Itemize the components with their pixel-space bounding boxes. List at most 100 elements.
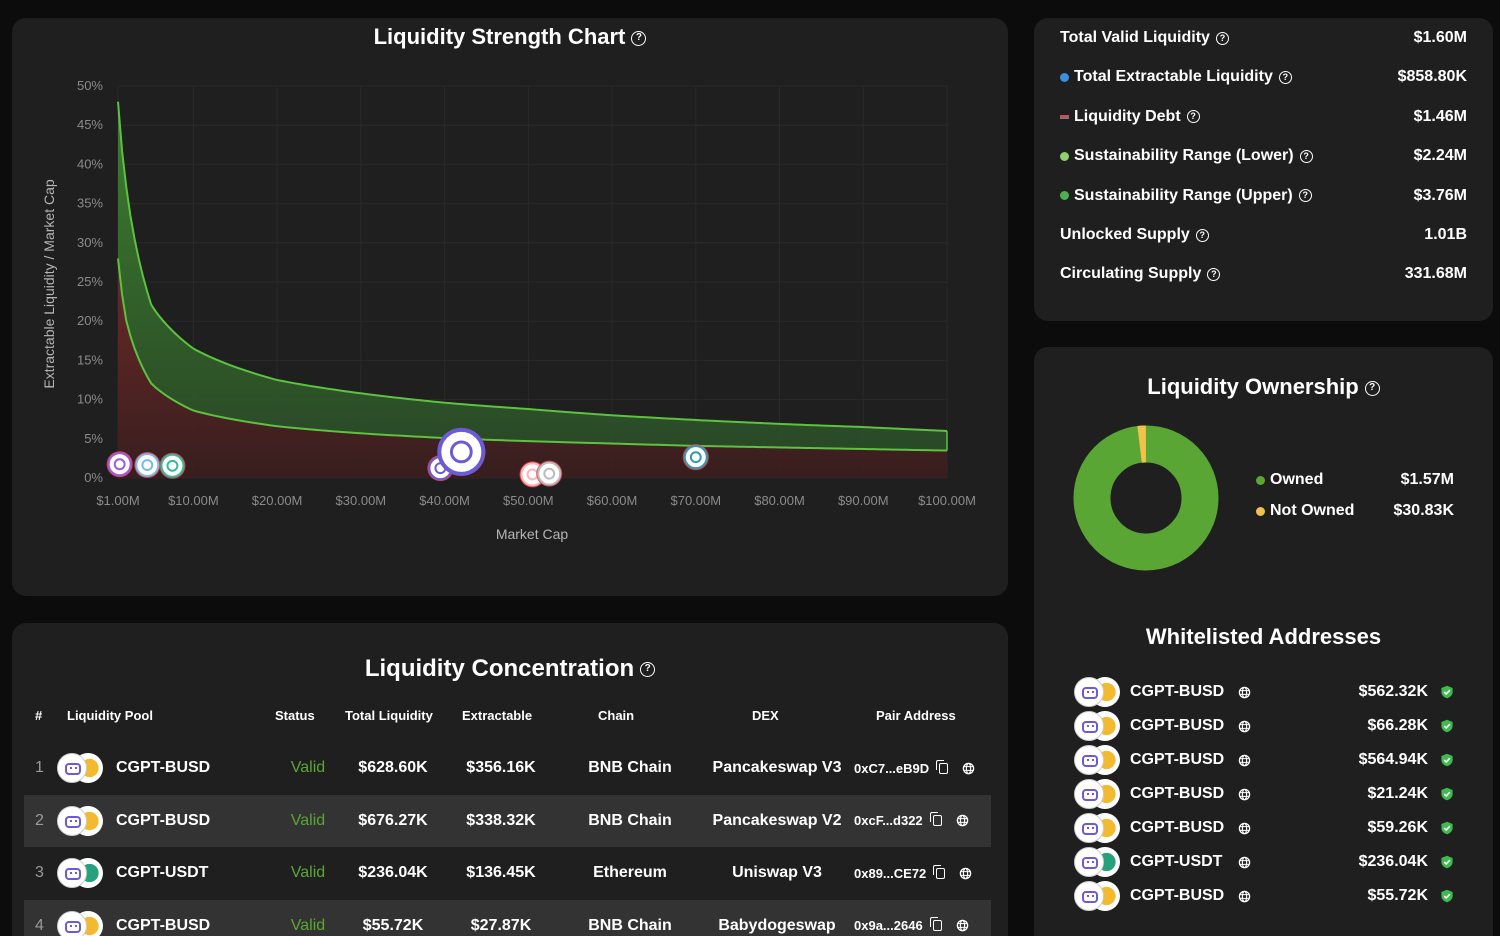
stat-row: Unlocked Supply? 1.01B [1060, 223, 1467, 247]
pool-cell[interactable]: CGPT-BUSD [57, 900, 210, 936]
help-circle-icon[interactable]: ? [1298, 189, 1312, 203]
pool-marker[interactable] [682, 444, 709, 471]
globe-icon[interactable] [1238, 890, 1251, 903]
stat-label-group: Liquidity Debt? [1060, 108, 1200, 126]
copy-icon[interactable] [936, 759, 949, 774]
stat-value: $858.80K [1397, 68, 1467, 86]
pool-marker[interactable] [437, 427, 486, 476]
globe-icon[interactable] [962, 762, 975, 775]
pool-cell[interactable]: CGPT-USDT [57, 847, 208, 899]
stat-label: Total Valid Liquidity [1060, 29, 1210, 46]
pool-cell[interactable]: CGPT-BUSD [57, 742, 210, 794]
copy-icon[interactable] [929, 812, 942, 826]
dex-name: Pancakeswap V3 [712, 759, 842, 776]
verified-check-icon [1441, 685, 1453, 699]
col-header-total[interactable]: Total Liquidity [345, 708, 433, 723]
stat-label: Liquidity Debt [1074, 107, 1181, 125]
token-pair-icon [1074, 846, 1122, 878]
globe-icon[interactable] [956, 814, 969, 827]
legend-dash-icon [1060, 114, 1069, 119]
token-pair-icon [57, 805, 105, 837]
token-pair-icon [1074, 812, 1122, 844]
col-header-status[interactable]: Status [275, 708, 315, 723]
pool-marker[interactable] [159, 452, 186, 479]
owned-slice[interactable] [1073, 425, 1219, 571]
chain-name: Ethereum [593, 864, 667, 881]
whitelist-item[interactable]: CGPT-BUSD $21.24K [1074, 778, 1454, 810]
row-number: 2 [35, 811, 44, 829]
globe-icon[interactable] [956, 919, 969, 932]
status-badge: Valid [290, 759, 326, 776]
y-tick-label: 50% [77, 78, 103, 93]
whitelist-item[interactable]: CGPT-USDT $236.04K [1074, 846, 1454, 878]
whitelist-item[interactable]: CGPT-BUSD $66.28K [1074, 710, 1454, 742]
copy-icon[interactable] [933, 864, 946, 879]
liquidity-stats-card: Total Valid Liquidity? $1.60M Total Extrac… [1034, 18, 1493, 321]
copy-icon[interactable] [929, 917, 942, 931]
stat-value: $1.60M [1413, 29, 1467, 46]
token-pair-icon [57, 910, 105, 936]
legend-value: $1.57M [1400, 471, 1454, 488]
whitelist-item[interactable]: CGPT-BUSD $564.94K [1074, 744, 1454, 776]
globe-icon[interactable] [1238, 788, 1251, 801]
token-pair-icon [57, 752, 105, 784]
status-badge: Valid [290, 916, 326, 934]
whitelist-item[interactable]: CGPT-BUSD $59.26K [1074, 812, 1454, 844]
help-circle-icon[interactable]: ? [1364, 380, 1380, 396]
chain-name: BNB Chain [588, 916, 672, 934]
help-circle-icon[interactable]: ? [1278, 70, 1292, 84]
y-tick-label: 0% [84, 470, 103, 485]
globe-icon[interactable] [1238, 856, 1251, 869]
stat-value: 331.68M [1404, 265, 1467, 283]
globe-link[interactable] [956, 814, 969, 827]
col-header-pool[interactable]: Liquidity Pool [67, 708, 153, 723]
token-pair-icon [57, 857, 105, 889]
dex-name: Uniswap V3 [732, 864, 822, 881]
table-row[interactable]: 3 CGPT-USDT Valid $236.04K $136.45K Ethereum U… [24, 847, 991, 899]
row-number: 1 [35, 759, 44, 776]
whitelist-item[interactable]: CGPT-BUSD $55.72K [1074, 880, 1454, 912]
table-row[interactable]: 1 CGPT-BUSD Valid $628.60K $356.16K BNB Chain… [24, 742, 991, 794]
globe-link[interactable] [956, 919, 969, 932]
ownership-title: Liquidity Ownership? [1034, 374, 1493, 400]
verified-check-icon [1441, 889, 1453, 903]
help-circle-icon[interactable]: ? [631, 30, 647, 46]
globe-link[interactable] [962, 762, 975, 775]
total-liquidity: $55.72K [362, 916, 424, 934]
row-number: 3 [35, 864, 44, 881]
whitelist-item[interactable]: CGPT-BUSD $562.32K [1074, 676, 1454, 708]
help-circle-icon[interactable]: ? [1195, 228, 1209, 242]
globe-icon[interactable] [1238, 686, 1251, 699]
pool-marker[interactable] [536, 460, 563, 487]
chain-name: BNB Chain [588, 759, 672, 776]
pool-marker[interactable] [134, 452, 161, 479]
cgpt-token-icon [1074, 677, 1104, 707]
cgpt-token-icon [1074, 881, 1104, 911]
table-row[interactable]: 4 CGPT-BUSD Valid $55.72K $27.87K BNB Chain Ba… [24, 899, 991, 936]
table-row[interactable]: 2 CGPT-BUSD Valid $676.27K $338.32K BNB Chain… [24, 794, 991, 847]
pool-markers [106, 427, 709, 488]
col-header-dex: DEX [752, 708, 779, 723]
globe-link[interactable] [959, 867, 972, 880]
help-circle-icon[interactable]: ? [1186, 110, 1200, 124]
pool-marker[interactable] [106, 451, 133, 478]
total-liquidity: $628.60K [358, 759, 428, 776]
help-circle-icon[interactable]: ? [1207, 267, 1221, 281]
x-axis-ticks: $1.00M $10.00M $20.00M $30.00M $40.00M $50.00… [96, 493, 976, 508]
globe-icon[interactable] [1238, 822, 1251, 835]
liquidity-ownership-card: Liquidity Ownership? Owned $1.57M Not Owne… [1034, 347, 1493, 936]
stat-row: Total Valid Liquidity? $1.60M [1060, 26, 1467, 50]
whitelist-pair-name: CGPT-BUSD [1130, 683, 1225, 700]
help-circle-icon[interactable]: ? [1215, 31, 1229, 45]
stat-row: Sustainability Range (Upper)? $3.76M [1060, 184, 1467, 208]
globe-icon[interactable] [1238, 720, 1251, 733]
total-liquidity: $236.04K [358, 864, 428, 881]
help-circle-icon[interactable]: ? [640, 662, 656, 678]
globe-icon[interactable] [959, 867, 972, 880]
stat-label-group: Total Valid Liquidity? [1060, 29, 1229, 47]
col-header-extractable[interactable]: Extractable [462, 708, 533, 723]
stat-row: Sustainability Range (Lower)? $2.24M [1060, 144, 1467, 168]
help-circle-icon[interactable]: ? [1299, 149, 1313, 163]
globe-icon[interactable] [1238, 754, 1251, 767]
pool-cell[interactable]: CGPT-BUSD [57, 795, 210, 847]
